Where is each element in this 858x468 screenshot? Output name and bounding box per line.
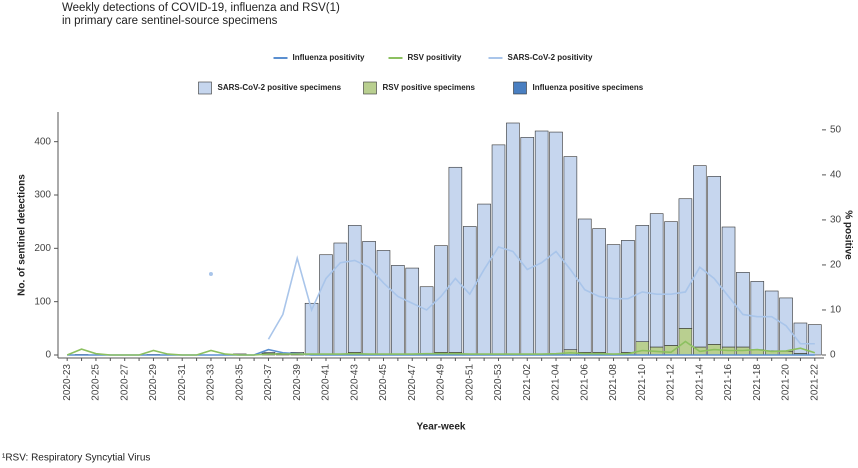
y-tick-label: 200	[34, 243, 51, 254]
legend-label: SARS-CoV-2 positive specimens	[218, 83, 342, 92]
bar	[506, 122, 520, 356]
y-tick-label: 300	[34, 190, 51, 201]
bar	[578, 218, 592, 353]
x-tick-label: 2020-29	[148, 364, 159, 401]
bar	[779, 297, 793, 352]
y2-tick-label: 10	[830, 305, 842, 316]
x-tick-label: 2021-22	[809, 364, 820, 401]
line-point	[208, 271, 213, 276]
legend-swatch	[198, 81, 212, 95]
x-tick-label: 2020-35	[234, 364, 245, 401]
y-axis-label: No. of sentinel detections	[17, 174, 28, 296]
bar	[534, 130, 549, 356]
legend-swatch	[363, 81, 377, 95]
line	[267, 245, 815, 345]
bar	[693, 165, 707, 348]
x-tick-label: 2020-33	[206, 364, 217, 401]
bar	[707, 176, 721, 345]
x-tick-label: 2020-45	[378, 364, 389, 401]
x-tick-label: 2021-04	[551, 364, 562, 401]
x-tick-label: 2020-23	[62, 364, 73, 401]
bar	[736, 272, 750, 348]
bar	[635, 225, 650, 342]
x-tick-label: 2021-02	[522, 364, 533, 401]
x-tick-label: 2021-16	[723, 364, 734, 401]
bar	[664, 221, 678, 346]
x-tick-label: 2020-51	[464, 364, 475, 401]
y2-tick-label: 50	[830, 124, 842, 135]
x-tick-label: 2020-37	[263, 364, 274, 401]
bar	[649, 213, 664, 348]
x-tick-label: 2020-27	[119, 364, 130, 401]
legend-label: RSV positive specimens	[383, 83, 476, 92]
x-tick-label: 2021-10	[637, 364, 648, 401]
y2-tick-label: 20	[830, 260, 842, 271]
x-tick-label: 2021-06	[579, 364, 590, 401]
legend-label: RSV positivity	[408, 53, 462, 62]
bar	[419, 286, 434, 356]
y-tick-label: 100	[34, 296, 51, 307]
bar	[462, 226, 477, 356]
bar	[549, 131, 563, 354]
chart-subtitle: in primary care sentinel-source specimen…	[62, 15, 278, 27]
line	[66, 340, 816, 356]
bar	[362, 241, 376, 356]
bar	[491, 144, 506, 356]
bar	[434, 245, 448, 353]
x-tick-label: 2020-43	[349, 364, 360, 401]
bar	[678, 198, 693, 329]
bar	[347, 225, 362, 353]
bar	[376, 250, 391, 356]
bar	[261, 352, 276, 354]
legend-label: Influenza positivity	[293, 53, 366, 62]
bar	[319, 254, 333, 356]
legend-label: SARS-CoV-2 positivity	[508, 53, 593, 62]
bar	[448, 166, 463, 353]
y-tick-label: 0	[45, 350, 51, 361]
x-tick-label: 2020-53	[493, 364, 504, 401]
x-axis-label: Year-week	[417, 422, 466, 433]
x-tick-label: 2020-39	[292, 364, 303, 401]
bar	[333, 242, 348, 356]
x-tick-label: 2020-25	[91, 364, 102, 401]
x-tick-label: 2021-18	[752, 364, 763, 401]
x-tick-label: 2021-14	[694, 364, 705, 401]
bar	[563, 156, 578, 350]
x-tick-label: 2020-31	[177, 364, 188, 401]
y2-tick-label: 40	[830, 170, 842, 181]
bar	[405, 267, 420, 356]
bar	[808, 324, 822, 356]
y2-axis-label: % positive	[842, 210, 853, 260]
bar	[635, 341, 650, 356]
x-tick-label: 2020-49	[436, 364, 447, 401]
bar	[592, 228, 606, 353]
bar	[793, 322, 808, 354]
x-tick-label: 2020-41	[321, 364, 332, 401]
bar	[764, 290, 779, 352]
chart-title: Weekly detections of COVID-19, influenza…	[62, 2, 340, 14]
bar	[520, 137, 535, 356]
x-tick-label: 2021-12	[666, 364, 677, 401]
x-tick-label: 2021-20	[781, 364, 792, 401]
bar	[721, 226, 736, 348]
x-tick-label: 2021-08	[608, 364, 619, 401]
legend-swatch	[513, 81, 527, 95]
bar	[606, 244, 621, 356]
x-tick-label: 2020-47	[407, 364, 418, 401]
bar	[664, 345, 678, 356]
y2-tick-label: 0	[830, 350, 836, 361]
bar	[477, 203, 491, 356]
bar	[391, 265, 405, 356]
y-tick-label: 400	[34, 136, 51, 147]
legend-label: Influenza positive specimens	[533, 83, 644, 92]
footnote: ¹RSV: Respiratory Syncytial Virus	[2, 453, 150, 464]
y2-tick-label: 30	[830, 215, 842, 226]
